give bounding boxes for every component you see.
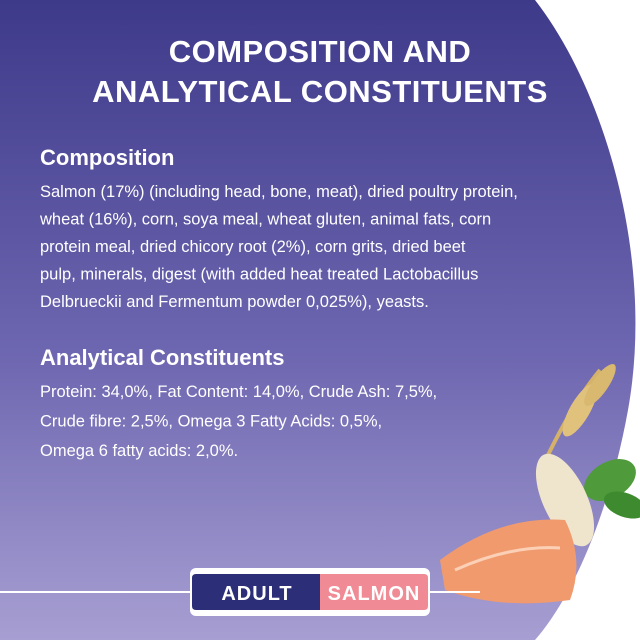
- badge-salmon: [320, 574, 428, 610]
- text-line: Crude fibre: 2,5%, Omega 3 Fatty Acids: …: [40, 413, 382, 431]
- leaf: [603, 491, 640, 519]
- text-line: Salmon (17%) (including head, bone, meat…: [40, 183, 518, 201]
- salmon-stripe: [454, 546, 561, 572]
- text-line: Delbrueckii and Fermentum powder 0,025%)…: [40, 293, 429, 311]
- text-line: protein meal, dried chicory root (2%), c…: [40, 238, 466, 256]
- text-line: pulp, minerals, digest (with added heat …: [40, 266, 478, 284]
- section-heading: Composition: [40, 145, 174, 170]
- badge-label: ADULT: [221, 583, 292, 605]
- title: COMPOSITION AND: [169, 34, 472, 69]
- composition-text: Salmon (17%) (including head, bone, meat…: [39, 183, 518, 311]
- food-illustration: [440, 364, 640, 604]
- leaf: [584, 459, 636, 501]
- title: ANALYTICAL CONSTITUENTS: [92, 74, 548, 109]
- text-line: wheat (16%), corn, soya meal, wheat glut…: [39, 211, 491, 229]
- analytical-text: Protein: 34,0%, Fat Content: 14,0%, Crud…: [40, 383, 437, 460]
- badge-label: SALMON: [328, 583, 421, 605]
- text-line: Omega 6 fatty acids: 2,0%.: [40, 442, 238, 460]
- text-line: Protein: 34,0%, Fat Content: 14,0%, Crud…: [40, 383, 437, 401]
- badge-adult: [192, 574, 320, 610]
- salmon: [440, 519, 577, 604]
- parsnip: [535, 453, 595, 547]
- wheat-ear: [584, 364, 616, 406]
- section-heading: Analytical Constituents: [40, 345, 284, 370]
